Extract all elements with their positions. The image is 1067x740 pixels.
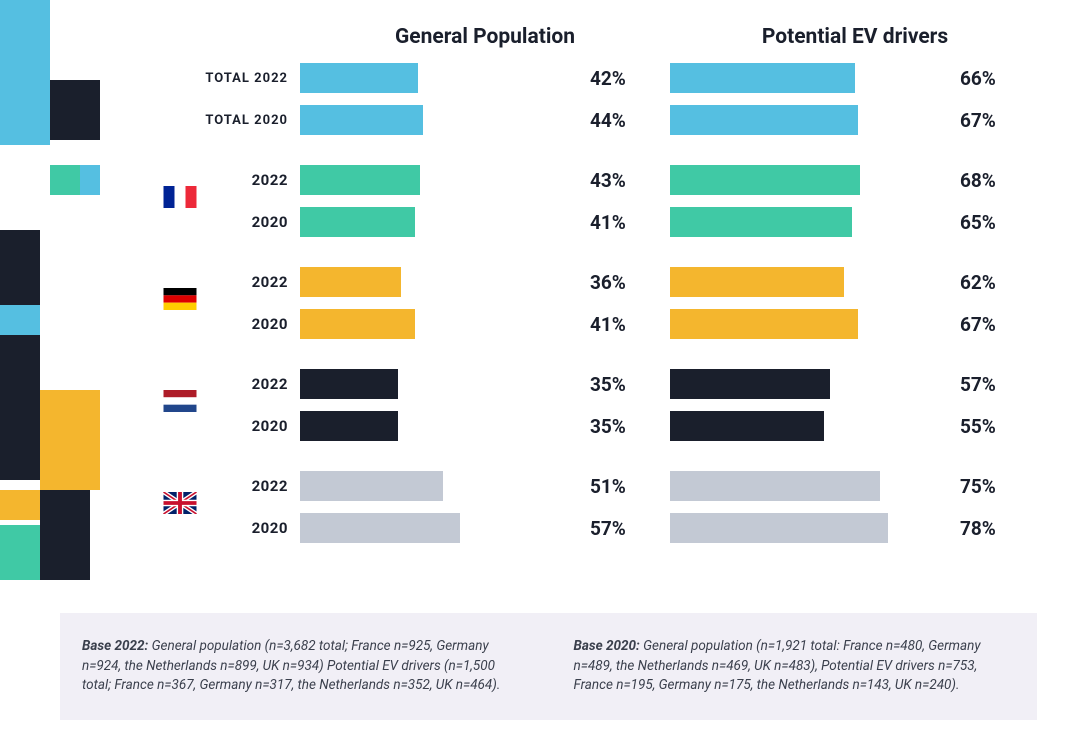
potential-ev-bar: 62% [670, 267, 1040, 297]
bar-value: 65% [960, 211, 996, 234]
bar-value: 51% [590, 475, 626, 498]
bar-row: 2022 35% 57% [160, 367, 1040, 401]
bar-value: 78% [960, 517, 996, 540]
potential-ev-bar: 67% [670, 309, 1040, 339]
general-population-bar: 43% [300, 165, 670, 195]
bar-value: 75% [960, 475, 996, 498]
year-label: 2022 [200, 273, 300, 291]
general-population-bar: 44% [300, 105, 670, 135]
footnote-2022: Base 2022: General population (n=3,682 t… [82, 637, 524, 696]
bar-value: 35% [590, 373, 626, 396]
potential-ev-bar: 68% [670, 165, 1040, 195]
bar-value: 57% [590, 517, 626, 540]
footnote-2020: Base 2020: General population (n=1,921 t… [574, 637, 1016, 696]
general-population-bar: 41% [300, 207, 670, 237]
general-population-bar: 41% [300, 309, 670, 339]
bar-row: 2022 51% 75% [160, 469, 1040, 503]
year-label: 2022 [200, 477, 300, 495]
uk-flag-icon [160, 469, 200, 537]
bar-row: 2022 43% 68% [160, 163, 1040, 197]
bar-value: 68% [960, 169, 996, 192]
bar-row: TOTAL 2022 42% 66% [160, 61, 1040, 95]
potential-ev-bar: 65% [670, 207, 1040, 237]
bar-value: 41% [590, 211, 626, 234]
group-netherlands: 2022 35% 57% 2020 35% 55% [160, 367, 1040, 443]
year-label: 2020 [200, 417, 300, 435]
footnotes: Base 2022: General population (n=3,682 t… [60, 613, 1037, 720]
bar-value: 41% [590, 313, 626, 336]
year-label: 2022 [200, 375, 300, 393]
general-population-bar: 51% [300, 471, 670, 501]
bar-value: 43% [590, 169, 626, 192]
chart: General Population Potential EV drivers … [160, 25, 1040, 571]
france-flag-icon [160, 163, 200, 231]
bar-value: 44% [590, 109, 626, 132]
group-germany: 2022 36% 62% 2020 41% 67% [160, 265, 1040, 341]
bar-value: 67% [960, 313, 996, 336]
bar-value: 35% [590, 415, 626, 438]
general-population-bar: 42% [300, 63, 670, 93]
bar-value: 62% [960, 271, 996, 294]
general-population-bar: 35% [300, 369, 670, 399]
year-label: TOTAL 2020 [200, 113, 300, 128]
netherlands-flag-icon [160, 367, 200, 435]
bar-value: 42% [590, 67, 626, 90]
general-population-bar: 57% [300, 513, 670, 543]
bar-row: 2020 57% 78% [160, 511, 1040, 545]
year-label: 2020 [200, 519, 300, 537]
potential-ev-bar: 78% [670, 513, 1040, 543]
bar-value: 57% [960, 373, 996, 396]
bar-value: 66% [960, 67, 996, 90]
header-potential-ev: Potential EV drivers [670, 25, 1040, 49]
decorative-sidebar [0, 0, 100, 600]
group-uk: 2022 51% 75% 2020 57% 78% [160, 469, 1040, 545]
general-population-bar: 36% [300, 267, 670, 297]
potential-ev-bar: 67% [670, 105, 1040, 135]
potential-ev-bar: 55% [670, 411, 1040, 441]
bar-row: 2020 35% 55% [160, 409, 1040, 443]
year-label: TOTAL 2022 [200, 71, 300, 86]
potential-ev-bar: 66% [670, 63, 1040, 93]
header-general-population: General Population [300, 25, 670, 49]
bar-value: 67% [960, 109, 996, 132]
bar-value: 36% [590, 271, 626, 294]
germany-flag-icon [160, 265, 200, 333]
year-label: 2020 [200, 213, 300, 231]
year-label: 2020 [200, 315, 300, 333]
bar-row: 2020 41% 65% [160, 205, 1040, 239]
bar-row: TOTAL 2020 44% 67% [160, 103, 1040, 137]
group-france: 2022 43% 68% 2020 41% 65% [160, 163, 1040, 239]
group-total: TOTAL 2022 42% 66% TOTAL 2020 44% 67% [160, 61, 1040, 137]
general-population-bar: 35% [300, 411, 670, 441]
bar-row: 2022 36% 62% [160, 265, 1040, 299]
potential-ev-bar: 57% [670, 369, 1040, 399]
bar-row: 2020 41% 67% [160, 307, 1040, 341]
column-headers: General Population Potential EV drivers [300, 25, 1040, 49]
year-label: 2022 [200, 171, 300, 189]
bar-value: 55% [960, 415, 996, 438]
potential-ev-bar: 75% [670, 471, 1040, 501]
